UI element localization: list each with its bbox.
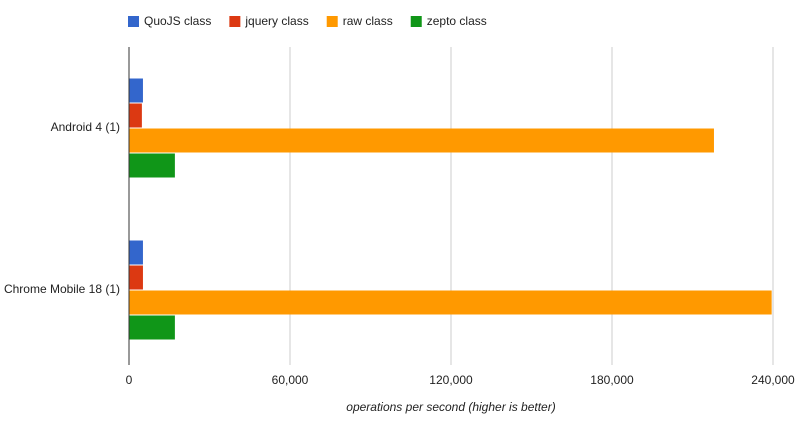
legend-label: zepto class — [427, 14, 487, 28]
legend-swatch — [410, 16, 422, 27]
bar — [129, 103, 142, 128]
x-axis-title: operations per second (higher is better) — [346, 400, 555, 414]
x-tick-label: 120,000 — [429, 373, 473, 387]
bar — [129, 315, 175, 340]
legend-swatch — [128, 16, 139, 27]
bar — [129, 78, 143, 103]
legend-label: QuoJS class — [144, 14, 211, 28]
legend-swatch — [229, 16, 241, 27]
bar — [129, 265, 143, 290]
bar — [129, 153, 175, 178]
bar — [129, 128, 714, 153]
x-tick-label: 240,000 — [751, 373, 795, 387]
x-tick-label: 0 — [126, 373, 133, 387]
legend-label: raw class — [343, 14, 393, 28]
legend-label: jquery class — [244, 14, 308, 28]
x-tick-label: 60,000 — [272, 373, 309, 387]
y-tick-label: Chrome Mobile 18 (1) — [4, 282, 120, 296]
legend-swatch — [326, 16, 338, 27]
bar — [129, 240, 143, 265]
x-tick-label: 180,000 — [590, 373, 634, 387]
bar — [129, 290, 772, 315]
y-tick-label: Android 4 (1) — [51, 120, 120, 134]
